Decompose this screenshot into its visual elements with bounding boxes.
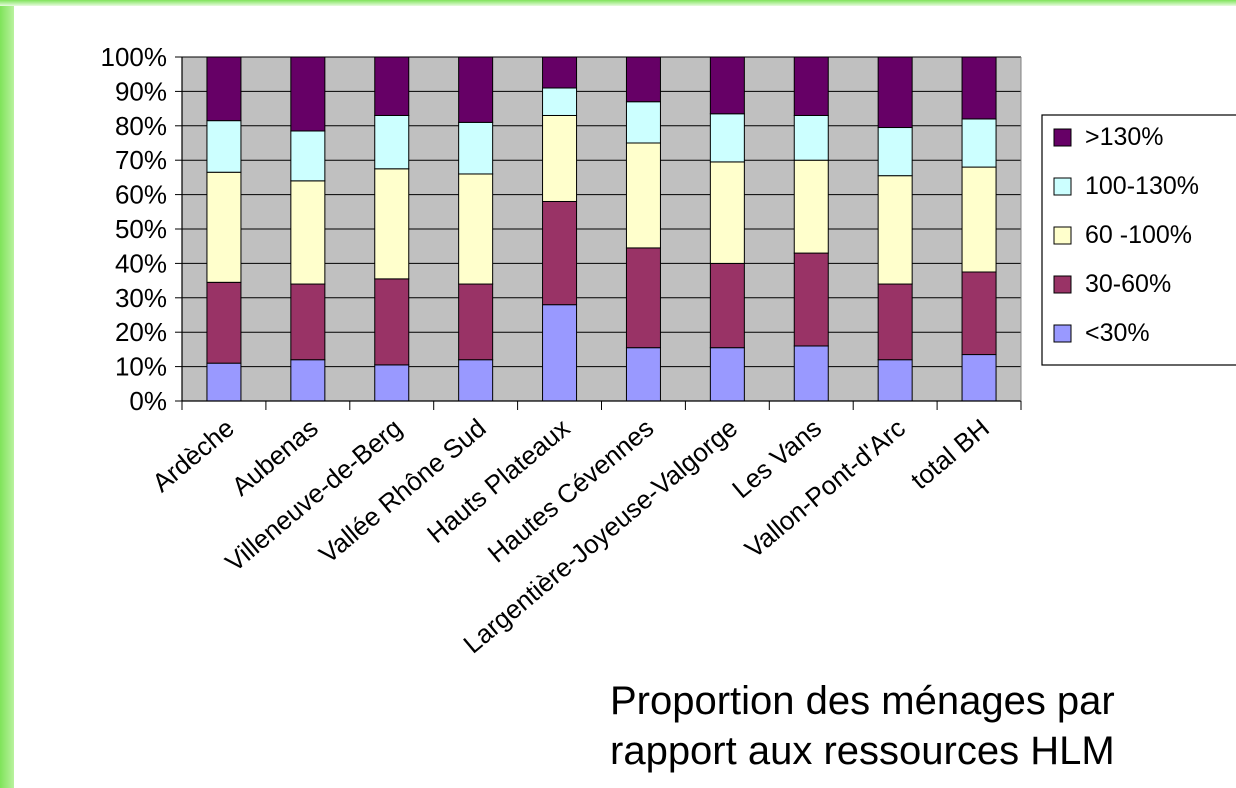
bar-segment <box>961 56 997 120</box>
bar-segment <box>961 271 997 356</box>
bar-segment <box>793 114 829 161</box>
y-tick-label: 20% <box>115 317 167 347</box>
bar-segment <box>458 121 494 175</box>
x-tick-label: Ardèche <box>146 413 239 498</box>
bar-segment <box>625 56 661 103</box>
bar-segment <box>542 200 578 306</box>
legend-swatch <box>1053 226 1072 245</box>
bar-segment <box>877 127 913 177</box>
bar-segment <box>290 180 326 285</box>
bar-segment <box>709 262 745 349</box>
bar-segment <box>374 56 410 116</box>
y-tick-label: 40% <box>115 248 167 278</box>
legend-label: <30% <box>1085 319 1150 347</box>
bar-segment <box>458 283 494 361</box>
bar-segment <box>458 173 494 285</box>
bar-segment <box>877 283 913 361</box>
bar-segment <box>877 175 913 285</box>
legend-label: 30-60% <box>1085 270 1171 298</box>
bar-segment <box>542 304 578 402</box>
bar-segment <box>542 114 578 202</box>
x-tick-label: Hauts Plateaux <box>421 413 575 549</box>
legend-label: >130% <box>1085 123 1164 151</box>
bars <box>206 56 997 402</box>
bar-segment <box>961 118 997 168</box>
y-tick-label: 60% <box>115 180 167 210</box>
bar-segment <box>206 120 242 173</box>
bar-segment <box>374 278 410 366</box>
x-tick-label: total BH <box>905 413 995 495</box>
bar-segment <box>793 56 829 116</box>
bar-segment <box>709 161 745 264</box>
bar-segment <box>374 168 410 280</box>
bar-segment <box>206 56 242 122</box>
legend-label: 100-130% <box>1085 172 1199 200</box>
legend-swatch <box>1053 177 1072 196</box>
bar-segment <box>961 166 997 273</box>
bar-segment <box>542 87 578 116</box>
legend-label: 60 -100% <box>1085 221 1192 249</box>
bar-segment <box>458 359 494 402</box>
bar-segment <box>709 113 745 163</box>
bar-segment <box>793 252 829 347</box>
y-tick-label: 70% <box>115 145 167 175</box>
bar-segment <box>709 56 745 115</box>
legend: >130% 100-130% 60 -100% 30-60% <30% <box>1041 114 1236 366</box>
caption-line-2: rapport aux ressources HLM <box>610 729 1115 773</box>
bar-segment <box>709 347 745 402</box>
legend-swatch <box>1053 128 1072 147</box>
bar-segment <box>877 56 913 129</box>
bar-segment <box>290 130 326 182</box>
bar-segment <box>458 56 494 123</box>
y-tick-label: 0% <box>129 386 167 416</box>
axes <box>175 56 1022 410</box>
bar-segment <box>625 347 661 402</box>
legend-swatch <box>1053 324 1072 343</box>
bar-segment <box>625 247 661 349</box>
bar-segment <box>290 283 326 361</box>
y-tick-label: 50% <box>115 214 167 244</box>
bar-segment <box>374 364 410 402</box>
bar-segment <box>793 345 829 402</box>
y-tick-label: 90% <box>115 76 167 106</box>
bar-segment <box>793 159 829 254</box>
y-tick-label: 30% <box>115 283 167 313</box>
bar-segment <box>542 56 578 89</box>
y-tick-label: 80% <box>115 111 167 141</box>
bar-segment <box>877 359 913 402</box>
y-tick-label: 10% <box>115 352 167 382</box>
bar-segment <box>206 281 242 364</box>
bar-segment <box>206 171 242 283</box>
y-tick-label: 100% <box>101 42 168 72</box>
y-tick-labels: 0% 10% 20% 30% 40% 50% 60% 70% 80% 90% 100% <box>101 42 168 416</box>
slide-top-border <box>0 0 1236 6</box>
bar-segment <box>290 359 326 402</box>
bar-segment <box>625 101 661 144</box>
bar-segment <box>961 354 997 402</box>
bar-segment <box>374 114 410 170</box>
bar-segment <box>290 56 326 132</box>
bar-segment <box>206 362 242 402</box>
legend-swatch <box>1053 275 1072 294</box>
slide-left-border <box>0 0 14 788</box>
legend-box <box>1041 114 1236 366</box>
bar-segment <box>625 142 661 249</box>
chart-caption: Proportion des ménages par rapport aux r… <box>610 676 1230 776</box>
caption-line-1: Proportion des ménages par <box>610 679 1115 723</box>
